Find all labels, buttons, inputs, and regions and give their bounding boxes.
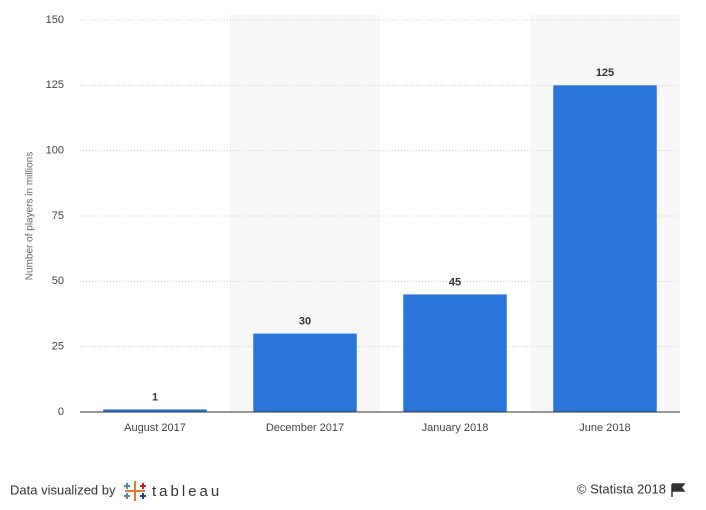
bar	[103, 409, 207, 412]
y-axis-label: Number of players in millions	[25, 152, 36, 280]
x-tick-label: June 2018	[579, 422, 630, 434]
bar	[253, 333, 357, 412]
x-tick-label: December 2017	[266, 422, 344, 434]
y-tick-label: 100	[46, 145, 64, 157]
source: © Statista 2018	[577, 481, 666, 496]
brand: tableau	[152, 483, 222, 500]
data-label: 1	[152, 391, 158, 403]
x-tick-label: January 2018	[422, 422, 489, 434]
y-tick-label: 75	[52, 210, 64, 222]
bar	[403, 294, 507, 412]
y-tick-label: 25	[52, 341, 64, 353]
y-tick-label: 150	[46, 14, 64, 26]
y-tick-label: 50	[52, 275, 64, 287]
x-tick-label: August 2017	[124, 422, 186, 434]
y-tick-label: 125	[46, 79, 64, 91]
y-tick-label: 0	[58, 406, 64, 418]
data-label: 125	[596, 67, 614, 79]
bar	[553, 85, 657, 412]
tableau-icon	[124, 481, 146, 501]
credit: Data visualized by	[10, 482, 116, 497]
data-label: 45	[449, 276, 461, 288]
flag-icon	[671, 483, 686, 497]
data-label: 30	[299, 316, 311, 328]
